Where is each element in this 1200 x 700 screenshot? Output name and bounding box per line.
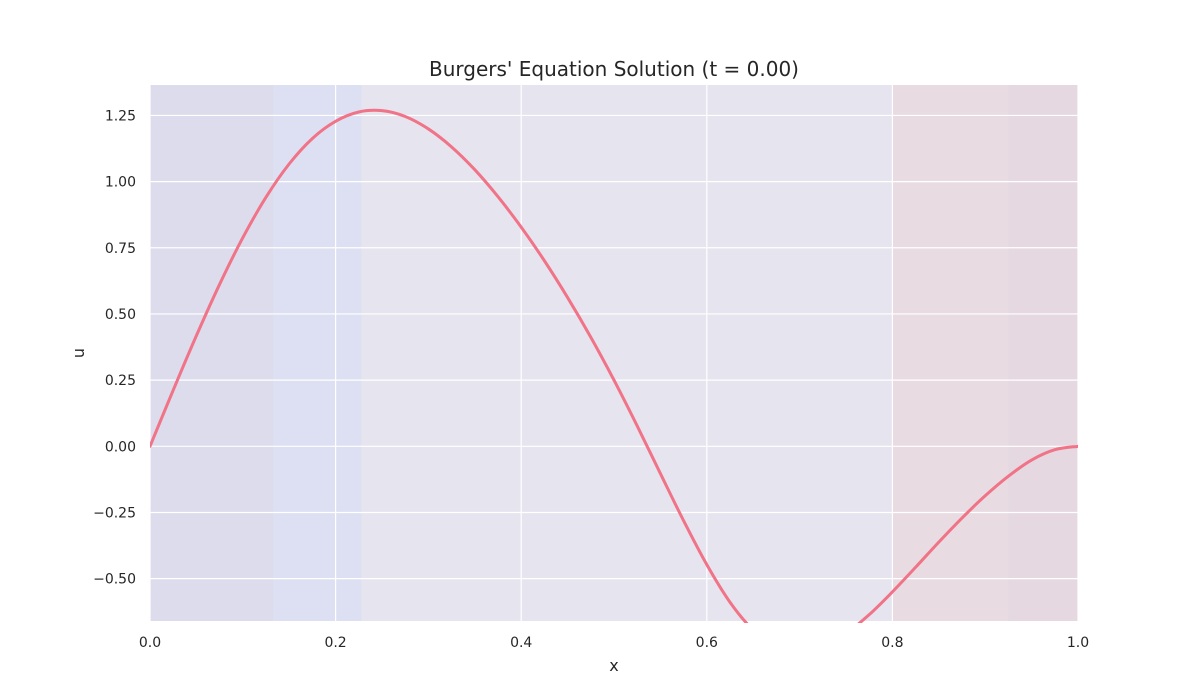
x-tick-label: 0.8 bbox=[881, 635, 903, 651]
y-tick-label: 0.75 bbox=[105, 241, 136, 257]
y-tick-label: −0.25 bbox=[93, 505, 136, 521]
chart-title: Burgers' Equation Solution (t = 0.00) bbox=[429, 57, 799, 81]
background-band bbox=[1008, 85, 1078, 621]
background-band bbox=[892, 85, 1009, 621]
plot-area: 0.0 0.2 0.4 0.6 0.8 1.0 −0.50 −0.25 0.00 0.25 0.50… bbox=[93, 85, 1089, 651]
background-band bbox=[361, 85, 893, 621]
y-tick-label: 1.00 bbox=[105, 175, 136, 191]
y-axis-label: u bbox=[69, 348, 88, 358]
x-tick-label: 0.0 bbox=[139, 635, 161, 651]
x-axis-label: x bbox=[609, 656, 618, 675]
x-tick-label: 0.4 bbox=[510, 635, 532, 651]
series-line bbox=[150, 108, 1078, 623]
y-tick-label: −0.50 bbox=[93, 572, 136, 588]
y-tick-label: 1.25 bbox=[105, 108, 136, 124]
x-tick-label: 1.0 bbox=[1067, 635, 1089, 651]
y-tick-label: 0.00 bbox=[105, 439, 136, 455]
x-tick-label: 0.2 bbox=[324, 635, 346, 651]
y-tick-label: 0.50 bbox=[105, 307, 136, 323]
background-band bbox=[273, 85, 362, 621]
y-tick-label: 0.25 bbox=[105, 373, 136, 389]
background-band bbox=[150, 85, 274, 621]
x-tick-label: 0.6 bbox=[696, 635, 718, 651]
